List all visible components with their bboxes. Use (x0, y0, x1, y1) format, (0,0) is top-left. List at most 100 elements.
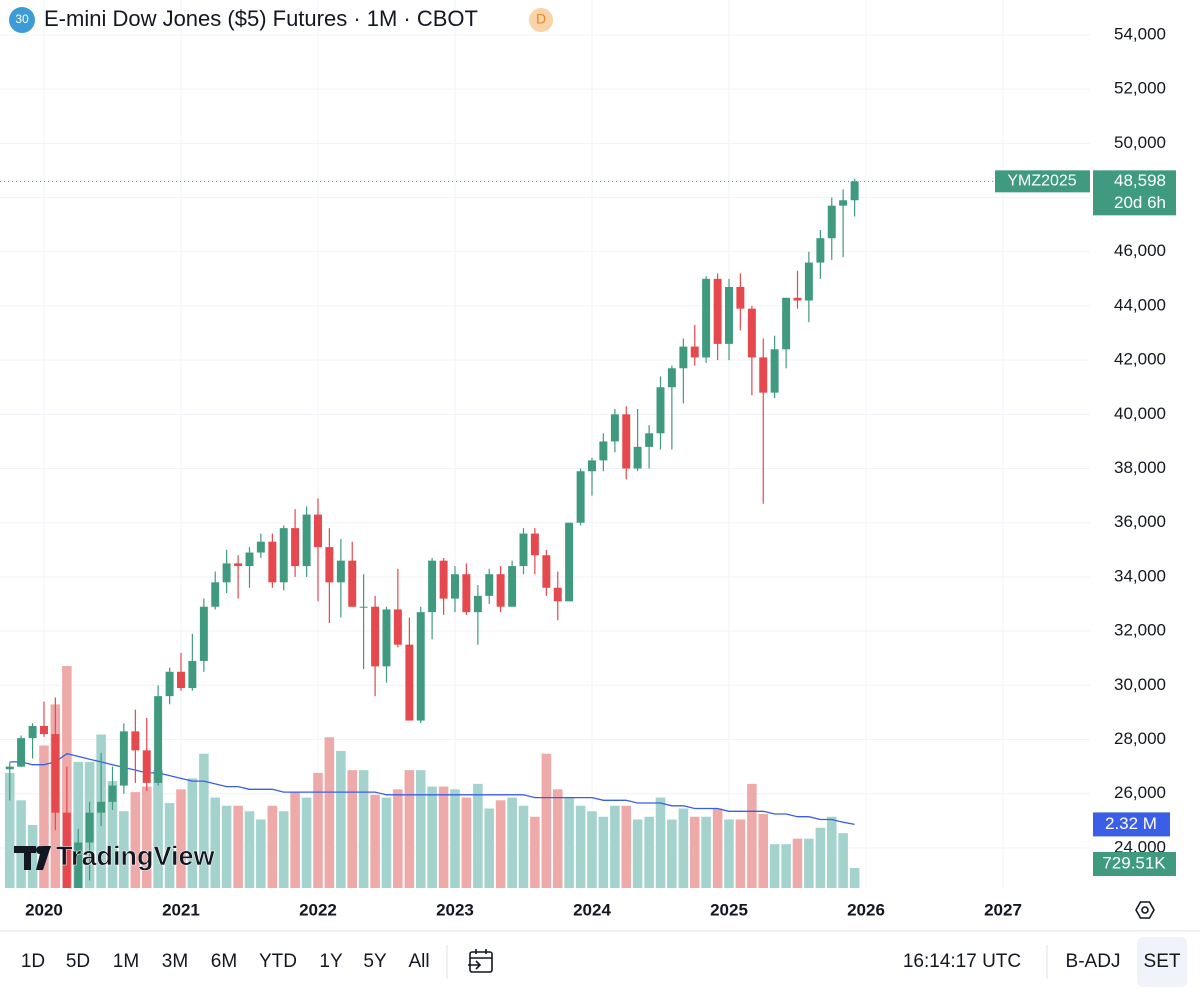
range-button[interactable]: 1Y (319, 951, 343, 972)
candle-body (108, 785, 117, 802)
candle-body (542, 555, 551, 588)
candle-body (325, 547, 334, 583)
range-button[interactable]: 5D (66, 951, 90, 972)
x-tick-label: 2025 (710, 900, 748, 919)
logo-icon (36, 846, 51, 870)
candle-body (348, 560, 357, 607)
candle-body (782, 297, 791, 350)
candle-body (359, 606, 368, 608)
calendar-button[interactable] (468, 949, 493, 973)
x-tick-label: 2021 (162, 900, 200, 919)
plot-area (0, 178, 1090, 888)
toolbar: 1D 5D 1M 3M 6M YTD 1Y 5Y All (21, 951, 430, 972)
volume-bar (130, 792, 141, 888)
volume-bar (644, 816, 654, 888)
candle-body (622, 414, 631, 469)
candle-body (142, 750, 151, 783)
candle-body (97, 801, 106, 813)
status-icon (529, 8, 553, 32)
volume-bar (450, 789, 460, 888)
volume-bar (724, 819, 734, 888)
range-button[interactable]: All (408, 951, 429, 972)
candle-body (588, 460, 596, 472)
candle-body (462, 574, 471, 613)
volume-bar (849, 868, 860, 888)
volume-bar (507, 797, 517, 888)
volume-bar (27, 824, 38, 888)
range-button[interactable]: 5Y (363, 951, 387, 972)
candle-body (451, 574, 459, 599)
volume-bar (16, 800, 26, 888)
candle-body (702, 278, 711, 358)
volume-bar (107, 781, 118, 888)
x-tick-label: 2022 (299, 900, 337, 919)
volume-bar (598, 816, 609, 888)
volume-bar (73, 761, 84, 888)
candle-body (199, 606, 208, 661)
volume-bar (347, 770, 358, 888)
volume-bar (119, 811, 129, 888)
volume-bar (233, 805, 243, 888)
candle-body (279, 528, 288, 583)
y-tick-label: 42,000 (1114, 350, 1166, 369)
volume-bar (336, 750, 346, 888)
badge: 30 (15, 12, 29, 26)
candle-body (336, 560, 345, 583)
candle-body (74, 842, 83, 888)
symbol-label: YMZ2025 (1007, 173, 1076, 190)
volume-bar (381, 797, 392, 888)
title: E-mini Dow Jones ($5) Futures · 1M · CBO… (44, 6, 478, 31)
x-tick-label: 2027 (984, 900, 1022, 919)
candle-body (690, 346, 699, 358)
volume-bar (689, 816, 700, 888)
candle-body (28, 725, 37, 739)
y-tick-label: 54,000 (1114, 24, 1166, 43)
x-tick-label: 2026 (847, 900, 885, 919)
candle-body (530, 533, 539, 556)
session-button[interactable]: SET (1144, 951, 1181, 972)
range-button[interactable]: 1D (21, 951, 45, 972)
candle-body (553, 587, 562, 602)
volume-ma-label: 2.32 M (1105, 814, 1157, 833)
clock: 16:14:17 UTC (903, 951, 1021, 972)
volume-bar (278, 811, 289, 888)
volume-bar (153, 770, 163, 888)
volume-label: 729.51K (1102, 853, 1166, 872)
settings-button[interactable] (1135, 901, 1155, 919)
volume-bar (621, 805, 632, 888)
calendar-icon[interactable] (469, 951, 493, 973)
range-button[interactable]: 1M (113, 951, 139, 972)
volume-bar (655, 797, 666, 888)
candle-body (222, 563, 231, 583)
volume-bar (575, 805, 586, 888)
candle-body (713, 278, 722, 344)
adjust-button[interactable]: B-ADJ (1066, 951, 1121, 972)
candle-body (679, 346, 688, 369)
range-button[interactable]: 6M (211, 951, 237, 972)
volume-bar (667, 819, 677, 888)
volume-bar (781, 844, 791, 888)
volume-bar (804, 838, 814, 888)
candle-body (850, 181, 859, 201)
candle-body (314, 514, 322, 548)
volume-bar (244, 811, 255, 888)
volume-bar (404, 770, 415, 888)
candle-body (51, 734, 60, 813)
settings-icon[interactable] (1141, 906, 1149, 914)
candle-body (119, 731, 128, 786)
y-tick-label: 38,000 (1114, 458, 1166, 477)
volume-bar (267, 805, 278, 888)
volume-bar (290, 792, 300, 888)
range-button[interactable]: 3M (162, 951, 188, 972)
volume-bar (815, 827, 826, 888)
calendar-icon[interactable] (468, 960, 482, 970)
x-tick-label: 2024 (573, 900, 611, 919)
session-button-bg[interactable] (1137, 937, 1187, 987)
candle-body (519, 533, 528, 567)
range-button[interactable]: YTD (259, 951, 297, 972)
settings-icon[interactable] (1135, 901, 1155, 919)
volume-bar (141, 786, 152, 888)
candle-body (473, 595, 482, 613)
candle-body (268, 541, 277, 583)
